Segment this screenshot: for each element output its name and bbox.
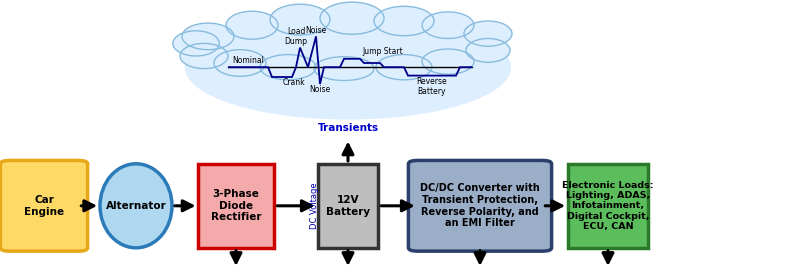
Ellipse shape: [422, 12, 474, 39]
Ellipse shape: [466, 39, 510, 62]
Ellipse shape: [100, 164, 172, 248]
Ellipse shape: [314, 57, 374, 81]
FancyBboxPatch shape: [0, 160, 88, 251]
Text: Car
Engine: Car Engine: [24, 195, 64, 217]
Ellipse shape: [185, 15, 511, 120]
Ellipse shape: [182, 23, 234, 50]
Text: Noise: Noise: [310, 85, 330, 94]
Ellipse shape: [226, 11, 278, 39]
Ellipse shape: [376, 55, 432, 80]
Text: Crank: Crank: [282, 78, 305, 87]
Text: 3-Phase
Diode
Rectifier: 3-Phase Diode Rectifier: [210, 189, 262, 222]
Ellipse shape: [260, 55, 316, 80]
Text: Nominal: Nominal: [232, 56, 264, 65]
Ellipse shape: [374, 6, 434, 36]
Ellipse shape: [173, 31, 219, 56]
Text: Jump Start: Jump Start: [362, 47, 403, 56]
Ellipse shape: [320, 2, 384, 34]
Ellipse shape: [422, 49, 474, 74]
Text: DC/DC Converter with
Transient Protection,
Reverse Polarity, and
an EMI Filter: DC/DC Converter with Transient Protectio…: [420, 183, 540, 228]
Ellipse shape: [464, 21, 512, 46]
Text: Noise: Noise: [306, 26, 326, 35]
Text: Reverse
Battery: Reverse Battery: [417, 77, 447, 96]
Ellipse shape: [214, 50, 266, 76]
FancyBboxPatch shape: [408, 160, 552, 251]
Text: DC Voltage: DC Voltage: [310, 183, 319, 229]
Text: Alternator: Alternator: [106, 201, 166, 211]
FancyBboxPatch shape: [318, 164, 378, 248]
Ellipse shape: [270, 4, 330, 35]
FancyBboxPatch shape: [198, 164, 274, 248]
Text: Transients: Transients: [318, 123, 378, 133]
Text: 12V
Battery: 12V Battery: [326, 195, 370, 217]
Text: Load
Dump: Load Dump: [285, 27, 307, 46]
Ellipse shape: [180, 43, 228, 69]
Text: Electronic Loads:
Lighting, ADAS,
Infotainment,
Digital Cockpit,
ECU, CAN: Electronic Loads: Lighting, ADAS, Infota…: [562, 181, 654, 231]
FancyBboxPatch shape: [568, 164, 648, 248]
